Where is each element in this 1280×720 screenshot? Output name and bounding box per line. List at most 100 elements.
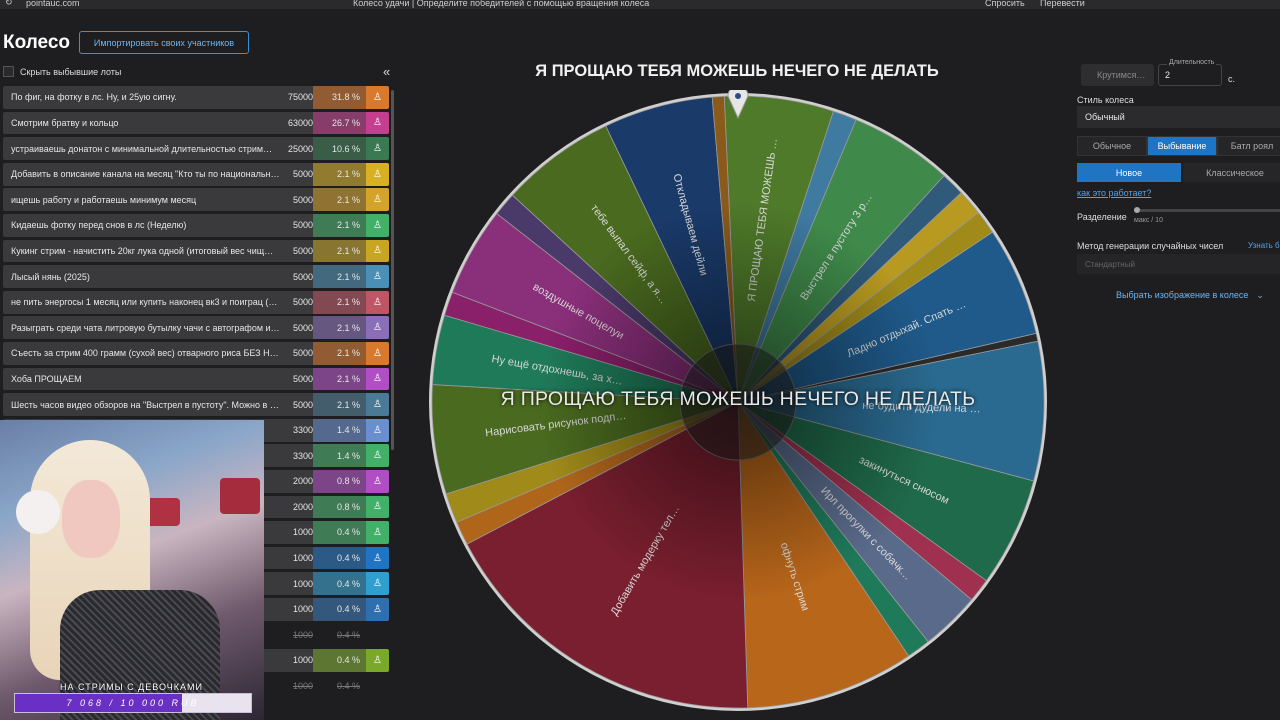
lot-amount[interactable]: 63000 bbox=[287, 117, 313, 128]
add-points-button[interactable]: ♙ bbox=[366, 521, 389, 544]
lot-percent: 1.4 % bbox=[336, 425, 360, 436]
lot-name[interactable]: Разыграть среди чата литровую бутылку ча… bbox=[11, 322, 280, 333]
wheel-style-select[interactable]: Обычный bbox=[1077, 106, 1280, 128]
lot-amount[interactable]: 5000 bbox=[292, 399, 313, 410]
tab-new[interactable]: Новое bbox=[1077, 163, 1181, 182]
add-points-button[interactable]: ♙ bbox=[366, 469, 389, 493]
lot-row[interactable]: По фиг, на фотку в лс. Ну, и 25ую сигну.… bbox=[3, 86, 389, 109]
wheel[interactable]: Я ПРОЩАЮ ТЕБЯ МОЖЕШЬ …Выстрел в пустоту … bbox=[428, 90, 1048, 715]
add-points-button[interactable]: ♙ bbox=[366, 367, 389, 391]
duration-field[interactable]: Длительность 2 bbox=[1158, 59, 1222, 86]
add-points-button[interactable]: ♙ bbox=[366, 162, 389, 186]
add-points-button[interactable]: ♙ bbox=[366, 213, 389, 237]
import-participants-button[interactable]: Импортировать своих участников bbox=[79, 31, 249, 54]
add-points-button[interactable]: ♙ bbox=[366, 137, 389, 160]
address-bar[interactable]: pointauc.com bbox=[26, 0, 80, 8]
lot-row[interactable]: устраиваешь донатон с минимальной длител… bbox=[3, 137, 389, 160]
lot-amount[interactable]: 5000 bbox=[292, 194, 313, 205]
lot-amount[interactable]: 75000 bbox=[287, 92, 313, 103]
ask-button[interactable]: Спросить bbox=[985, 0, 1025, 8]
lot-name[interactable]: Кидаешь фотку перед снов в лс (Неделю) bbox=[11, 220, 187, 231]
add-points-button[interactable]: ♙ bbox=[366, 393, 389, 416]
add-points-button[interactable]: ♙ bbox=[366, 239, 389, 263]
spin-button[interactable]: Крутимся… bbox=[1081, 64, 1154, 86]
lot-amount[interactable]: 5000 bbox=[292, 245, 313, 256]
add-points-button[interactable]: ♙ bbox=[366, 572, 389, 596]
lot-amount[interactable]: 3300 bbox=[292, 425, 313, 436]
lot-amount[interactable]: 1000 bbox=[292, 629, 313, 640]
lot-amount[interactable]: 5000 bbox=[292, 271, 313, 282]
lot-row[interactable]: Лысый нянь (2025) 5000 2.1 % ♙ bbox=[3, 265, 389, 288]
add-points-button[interactable]: ♙ bbox=[366, 188, 389, 212]
lot-amount[interactable]: 1000 bbox=[292, 578, 313, 589]
lot-row[interactable]: Смотрим братву и кольцо 63000 26.7 % ♙ bbox=[3, 111, 389, 135]
lot-amount[interactable]: 5000 bbox=[292, 373, 313, 384]
add-points-button[interactable]: ♙ bbox=[366, 265, 389, 288]
lot-name[interactable]: ищешь работу и работаешь минимум месяц bbox=[11, 194, 197, 205]
rng-learn-more-link[interactable]: Узнать б bbox=[1248, 241, 1280, 250]
lot-amount[interactable]: 3300 bbox=[292, 450, 313, 461]
add-points-button[interactable]: ♙ bbox=[366, 86, 389, 109]
lot-name[interactable]: Съесть за стрим 400 грамм (сухой вес) от… bbox=[11, 348, 279, 359]
lot-amount[interactable]: 1000 bbox=[292, 655, 313, 666]
lot-row[interactable]: не пить энергосы 1 месяц или купить нако… bbox=[3, 290, 389, 314]
lot-name[interactable]: Хоба ПРОЩАЕМ bbox=[11, 373, 82, 384]
lot-row[interactable]: 1000 0.4 % bbox=[3, 675, 389, 698]
lot-amount[interactable]: 1000 bbox=[292, 553, 313, 564]
rng-select[interactable]: Стандартный bbox=[1077, 254, 1280, 274]
lot-amount[interactable]: 1000 bbox=[292, 681, 313, 692]
lot-amount[interactable]: 5000 bbox=[292, 348, 313, 359]
lot-amount[interactable]: 5000 bbox=[292, 322, 313, 333]
hide-eliminated-toggle[interactable]: Скрыть выбывшие лоты bbox=[3, 66, 121, 77]
add-points-button[interactable]: ♙ bbox=[366, 597, 389, 621]
choose-image-button[interactable]: Выбрать изображение в колесе ⌄ bbox=[1116, 290, 1264, 301]
tab-classic[interactable]: Классическое bbox=[1183, 163, 1280, 182]
lot-amount[interactable]: 5000 bbox=[292, 220, 313, 231]
lot-name[interactable]: По фиг, на фотку в лс. Ну, и 25ую сигну. bbox=[11, 92, 177, 103]
lot-row[interactable]: Шесть часов видео обзоров на "Выстрел в … bbox=[3, 393, 389, 416]
lot-row[interactable]: 1000 0.4 % bbox=[3, 623, 389, 646]
lot-amount[interactable]: 2000 bbox=[292, 501, 313, 512]
lot-amount[interactable]: 2000 bbox=[292, 476, 313, 487]
lot-row[interactable]: Кукинг стрим - начистить 20кг лука одной… bbox=[3, 239, 389, 263]
lot-name[interactable]: Лысый нянь (2025) bbox=[11, 271, 90, 282]
tab-battle-royale[interactable]: Батл роял bbox=[1217, 136, 1280, 156]
how-it-works-link[interactable]: как это работает? bbox=[1077, 188, 1152, 198]
lot-row[interactable]: Разыграть среди чата литровую бутылку ча… bbox=[3, 316, 389, 340]
duration-value[interactable]: 2 bbox=[1165, 70, 1171, 80]
add-points-button[interactable]: ♙ bbox=[366, 290, 389, 314]
collapse-panel-icon[interactable]: « bbox=[383, 64, 391, 79]
lot-amount[interactable]: 5000 bbox=[292, 297, 313, 308]
add-points-button[interactable]: ♙ bbox=[366, 444, 389, 468]
lot-name[interactable]: Шесть часов видео обзоров на "Выстрел в … bbox=[11, 399, 279, 410]
lot-name[interactable]: устраиваешь донатон с минимальной длител… bbox=[11, 143, 273, 154]
tab-elimination[interactable]: Выбывание bbox=[1147, 136, 1217, 156]
add-points-button[interactable]: ♙ bbox=[366, 341, 389, 365]
lot-amount[interactable]: 25000 bbox=[287, 143, 313, 154]
lot-row[interactable]: Кидаешь фотку перед снов в лс (Неделю) 50… bbox=[3, 213, 389, 237]
lot-name[interactable]: не пить энергосы 1 месяц или купить нако… bbox=[11, 297, 278, 308]
lot-row[interactable]: Добавить в описание канала на месяц "Кто… bbox=[3, 162, 389, 186]
add-points-button[interactable]: ♙ bbox=[366, 418, 389, 442]
lot-row[interactable]: Хоба ПРОЩАЕМ 5000 2.1 % ♙ bbox=[3, 367, 389, 391]
split-slider[interactable] bbox=[1134, 209, 1280, 212]
add-points-button[interactable]: ♙ bbox=[366, 546, 389, 570]
translate-button[interactable]: Перевести bbox=[1040, 0, 1085, 8]
lot-name[interactable]: Кукинг стрим - начистить 20кг лука одной… bbox=[11, 245, 274, 256]
add-points-button[interactable]: ♙ bbox=[366, 495, 389, 519]
reload-icon[interactable]: ↻ bbox=[5, 0, 13, 7]
split-slider-handle[interactable] bbox=[1134, 207, 1140, 213]
add-points-button[interactable]: ♙ bbox=[366, 649, 389, 672]
lot-row[interactable]: Съесть за стрим 400 грамм (сухой вес) от… bbox=[3, 341, 389, 365]
lot-name[interactable]: Добавить в описание канала на месяц "Кто… bbox=[11, 169, 280, 180]
add-points-button[interactable]: ♙ bbox=[366, 111, 389, 135]
lot-name[interactable]: Смотрим братву и кольцо bbox=[11, 117, 119, 128]
lots-scrollbar[interactable] bbox=[391, 90, 394, 450]
tab-normal[interactable]: Обычное bbox=[1077, 136, 1147, 156]
lot-amount[interactable]: 1000 bbox=[292, 527, 313, 538]
lot-row[interactable]: ищешь работу и работаешь минимум месяц 50… bbox=[3, 188, 389, 212]
lot-amount[interactable]: 1000 bbox=[292, 604, 313, 615]
lot-amount[interactable]: 5000 bbox=[292, 169, 313, 180]
hide-eliminated-checkbox[interactable] bbox=[3, 66, 14, 77]
add-points-button[interactable]: ♙ bbox=[366, 316, 389, 340]
